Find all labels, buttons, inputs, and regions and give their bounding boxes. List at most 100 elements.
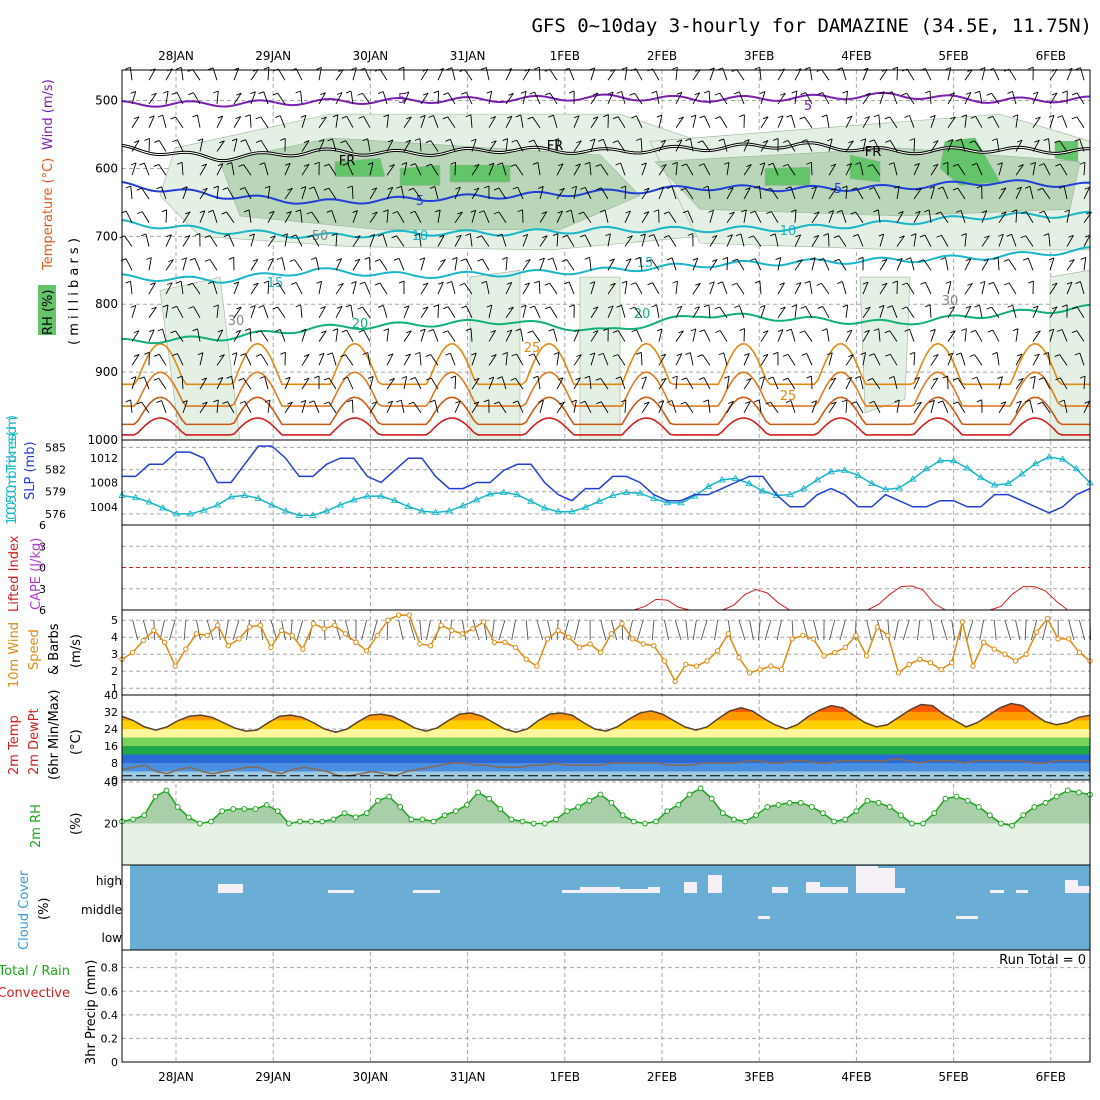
wind-barb: [838, 259, 847, 271]
wind-barb-flag: [945, 67, 951, 70]
wind-barb-flag: [723, 375, 730, 379]
wind-barb-flag: [532, 375, 539, 379]
wind-barb: [668, 211, 677, 223]
wind-barb: [465, 258, 473, 271]
wind-barb: [862, 352, 866, 366]
date-tick-bottom: 6FEB: [1036, 1070, 1066, 1084]
wind-barb: [641, 233, 646, 247]
wind-barb-flag: [383, 328, 389, 332]
wind-barb: [590, 116, 599, 128]
wind-barb-flag: [865, 306, 871, 310]
wind-barb-flag: [263, 280, 269, 284]
wind-barb-flag: [930, 114, 936, 118]
thickness-line-point: [554, 507, 563, 515]
wind-barb-flag: [949, 306, 955, 310]
rh-point: [797, 799, 804, 806]
wind-barb: [1049, 282, 1058, 295]
wind-barb: [889, 330, 898, 342]
wind-barb: [879, 69, 888, 81]
wind-barb-flag: [885, 139, 891, 143]
thickness-line-point: [349, 495, 358, 503]
wind-point: [970, 663, 976, 669]
wind-barb-flag: [207, 209, 214, 213]
thickness-line-point: [1058, 455, 1067, 462]
wind-barb: [485, 67, 490, 81]
date-tick-bottom: 5FEB: [938, 1070, 968, 1084]
millibars-label: ( m i l l i b a r s ): [67, 238, 82, 345]
wind-barb-flag: [156, 186, 162, 190]
wind-barb: [607, 69, 616, 81]
wind-barb: [743, 209, 747, 223]
wind-barb-flag: [552, 233, 559, 236]
wind-barb: [703, 163, 711, 176]
wind-barb: [131, 305, 137, 318]
wind-barb-flag: [202, 187, 208, 191]
wind-barb-flag: [396, 185, 402, 189]
wind-barb-flag: [741, 209, 747, 213]
temp-band: [122, 737, 1090, 746]
slp-line: [122, 445, 1091, 514]
pressure-tick: 500: [95, 94, 118, 108]
rh-point: [597, 791, 604, 798]
wind-barb-flag: [351, 67, 357, 71]
wind-barb: [131, 162, 137, 176]
wind-barb: [810, 162, 813, 176]
wind-barb: [498, 187, 507, 200]
wind-barb-flag: [1068, 234, 1074, 238]
wind10-labels: 10m Wind Speed & Barbs (m/s): [7, 622, 84, 688]
rh-point: [742, 818, 748, 825]
thickness-line-point: [513, 490, 522, 498]
contour-label: 30: [942, 294, 959, 309]
temp-axis-label: Temperature (°C): [41, 158, 56, 271]
wind-barb: [941, 235, 949, 247]
wind-barb: [845, 354, 854, 366]
wind-barb-flag: [992, 256, 999, 260]
contour-label: 10: [780, 224, 797, 239]
wind-barb-flag: [780, 306, 786, 310]
wind-barb: [998, 211, 1007, 224]
wind-barb-flag: [940, 257, 946, 260]
wind-barb: [351, 399, 354, 413]
wind-barb: [641, 162, 647, 176]
wind-point: [257, 622, 263, 628]
wind-barb: [641, 376, 647, 390]
wind-point: [608, 631, 615, 637]
wind-barb-flag: [136, 401, 142, 405]
wind-barb: [1008, 68, 1017, 81]
wind-barb-flag: [387, 139, 394, 143]
wind-barb-flag: [991, 352, 998, 355]
wind-barb-flag: [621, 66, 628, 70]
rh-point: [330, 816, 337, 823]
wind-barb: [845, 304, 849, 318]
wind-barb: [726, 211, 735, 224]
wind-barb-flag: [451, 257, 458, 260]
wind-barb-flag: [445, 138, 451, 142]
wind-barb: [738, 91, 745, 105]
wind-barb-flag: [694, 92, 700, 96]
wind-barb-flag: [491, 140, 497, 144]
wind-barb-flag: [130, 162, 137, 166]
wind-barb-flag: [139, 376, 145, 380]
wind-barb-10m: [829, 619, 836, 641]
wind-barb-flag: [598, 352, 604, 356]
temp-tick: 32: [104, 706, 118, 719]
cloud-tick: low: [102, 931, 123, 945]
wind-barb-flag: [785, 400, 792, 403]
wind-barb-flag: [426, 163, 432, 167]
wind-barb: [652, 68, 660, 81]
wind-barb: [396, 235, 405, 247]
cloud-gap: [878, 868, 895, 893]
wind-barb: [430, 354, 439, 366]
rh-point: [708, 795, 715, 802]
pressure-tick: 1000: [87, 433, 118, 447]
wind-barb: [584, 401, 592, 414]
wind-point: [959, 619, 966, 625]
wind-barb-flag: [275, 329, 281, 332]
wind-barb: [233, 352, 238, 366]
wind-barb-flag: [455, 186, 461, 190]
wind-point: [587, 641, 593, 647]
wind-barb: [1059, 163, 1068, 176]
wind-barb-flag: [905, 257, 911, 261]
wind-point: [778, 666, 785, 673]
wind-barb: [891, 305, 898, 318]
